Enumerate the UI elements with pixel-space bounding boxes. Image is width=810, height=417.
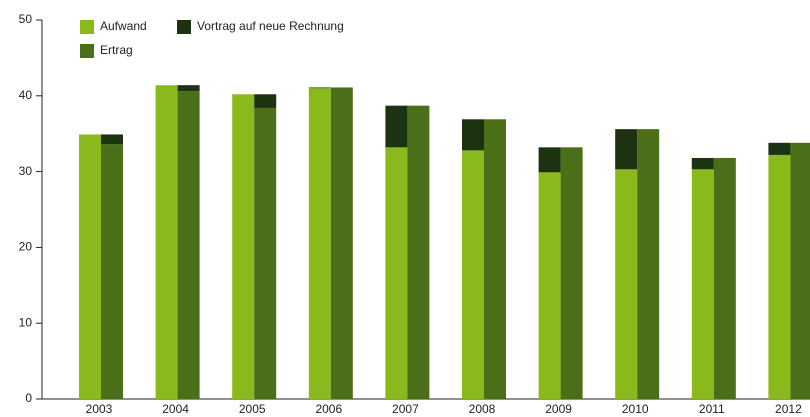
legend-label: Ertrag: [100, 43, 133, 57]
bar: [691, 169, 714, 399]
bar: [385, 147, 408, 399]
bar: [101, 144, 123, 399]
bar: [155, 85, 178, 400]
legend-swatch: [80, 44, 94, 58]
bar: [79, 134, 101, 399]
x-tick-label: 2006: [315, 402, 342, 416]
bar: [615, 169, 638, 399]
bar: [308, 88, 331, 399]
bar-segment: [101, 134, 123, 145]
bar: [560, 147, 583, 399]
bar: [177, 91, 200, 399]
x-tick-label: 2007: [392, 402, 419, 416]
bar: [254, 107, 277, 399]
bar-segment: [385, 105, 408, 148]
bar: [232, 94, 255, 399]
y-tick-label: 50: [19, 12, 33, 26]
bar: [484, 119, 506, 399]
bar: [713, 157, 736, 399]
bar: [790, 142, 810, 399]
bar: [768, 154, 791, 399]
bar: [462, 150, 484, 399]
x-tick-label: 2009: [545, 402, 572, 416]
bar-segment: [538, 147, 561, 173]
x-tick-label: 2005: [239, 402, 266, 416]
bar-segment: [254, 94, 277, 108]
legend-swatch: [80, 20, 94, 34]
bar: [637, 129, 660, 400]
bar-segment: [691, 157, 714, 170]
legend-swatch: [177, 20, 191, 34]
x-tick-label: 2008: [469, 402, 496, 416]
bar-segment: [615, 129, 638, 170]
y-tick-label: 30: [19, 164, 33, 178]
legend-label: Vortrag auf neue Rechnung: [197, 19, 344, 33]
x-tick-label: 2010: [622, 402, 649, 416]
x-tick-label: 2004: [162, 402, 189, 416]
bar-segment: [768, 142, 791, 155]
legend-label: Aufwand: [100, 19, 147, 33]
y-tick-label: 40: [19, 88, 33, 102]
y-tick-label: 0: [25, 391, 32, 405]
x-tick-label: 2012: [775, 402, 802, 416]
bar-segment: [177, 85, 200, 92]
bar: [330, 87, 353, 399]
bar: [538, 172, 561, 399]
y-tick-label: 10: [19, 315, 33, 329]
bar-segment: [308, 87, 331, 89]
x-tick-label: 2011: [699, 402, 725, 416]
bar-segment: [462, 119, 484, 151]
bar: [407, 105, 430, 400]
x-tick-label: 2003: [86, 402, 113, 416]
y-tick-label: 20: [19, 240, 33, 254]
